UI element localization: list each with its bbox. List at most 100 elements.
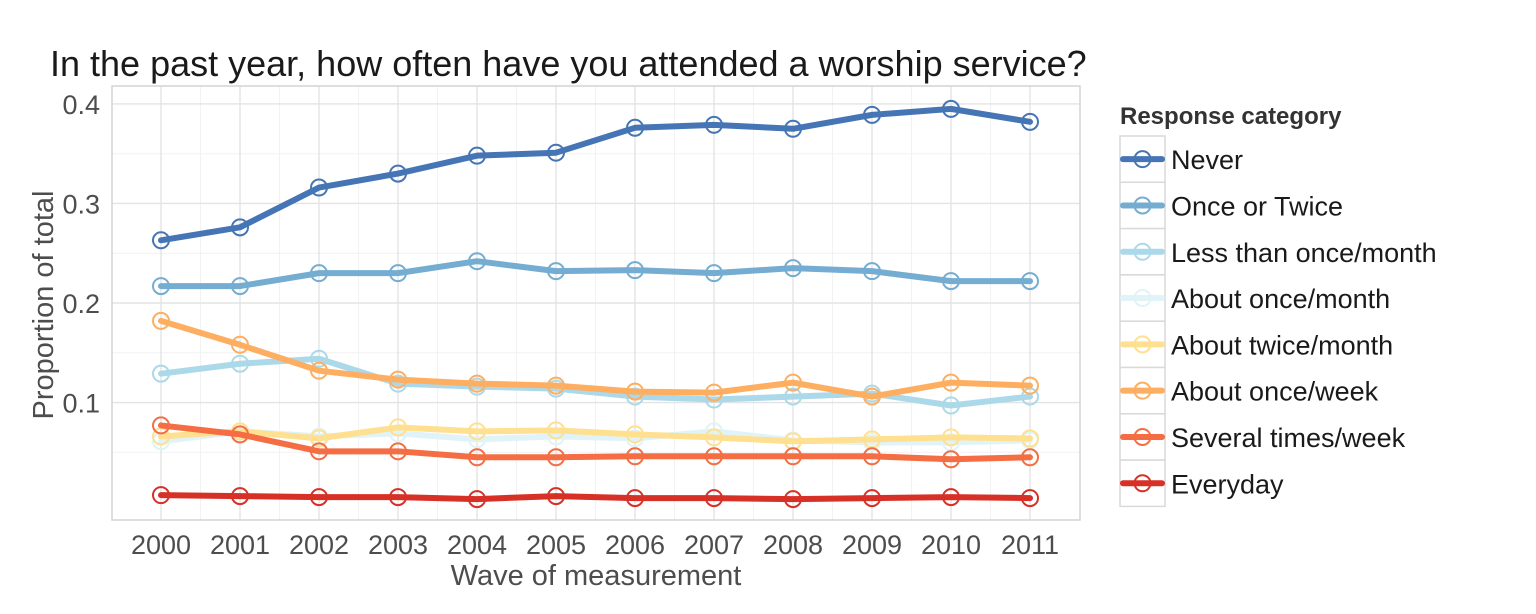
- data-point: [547, 262, 565, 281]
- data-point: [152, 364, 170, 383]
- data-point: [231, 487, 249, 506]
- data-point: [784, 447, 802, 466]
- data-point: [468, 374, 486, 393]
- y-axis-title: Proportion of total: [28, 191, 60, 420]
- x-tick-label: 2009: [842, 530, 902, 560]
- data-point: [389, 488, 407, 507]
- data-point: [863, 387, 881, 406]
- legend-title: Response category: [1120, 103, 1342, 130]
- legend-key-marker: [1133, 289, 1152, 308]
- data-point: [784, 373, 802, 392]
- data-point: [784, 432, 802, 451]
- legend-items: Never Once or Twice Less than once/month Ab…: [1119, 135, 1437, 508]
- legend: Response category Never Once or Twice Less…: [1119, 103, 1437, 508]
- legend-item: Once or Twice: [1119, 181, 1343, 230]
- data-point: [705, 428, 723, 447]
- data-point: [389, 370, 407, 389]
- y-tick-label: 0.3: [62, 189, 100, 219]
- x-tick-label: 2005: [526, 530, 586, 560]
- legend-item: About once/week: [1119, 366, 1379, 415]
- data-point: [310, 361, 328, 380]
- data-point: [1021, 429, 1039, 448]
- legend-item: Everyday: [1119, 459, 1284, 508]
- series-several-times-week: [152, 416, 1039, 469]
- legend-key-marker: [1133, 150, 1152, 169]
- data-point: [231, 335, 249, 354]
- data-point: [389, 264, 407, 283]
- data-point: [863, 447, 881, 466]
- data-point: [942, 99, 960, 118]
- data-point: [705, 115, 723, 134]
- data-point: [152, 486, 170, 505]
- data-point: [389, 442, 407, 461]
- data-point: [626, 425, 644, 444]
- data-point: [626, 387, 644, 406]
- data-point: [547, 448, 565, 467]
- data-point: [626, 489, 644, 508]
- y-tick-label: 0.2: [62, 289, 100, 319]
- data-point: [1021, 489, 1039, 508]
- x-axis: 2000 2001 2002 2003 2004 2005 2006 2007 2008 2009…: [131, 530, 1059, 560]
- data-point: [626, 382, 644, 401]
- y-tick-label: 0.4: [62, 90, 100, 120]
- data-point: [705, 264, 723, 283]
- series-once-or-twice: [152, 252, 1039, 296]
- data-point: [468, 422, 486, 441]
- series-about-once-week: [152, 311, 1039, 406]
- data-point: [468, 146, 486, 165]
- x-tick-label: 2003: [368, 530, 428, 560]
- x-tick-label: 2007: [684, 530, 744, 560]
- data-point: [942, 272, 960, 291]
- x-axis-title: Wave of measurement: [451, 560, 742, 592]
- data-point: [389, 164, 407, 183]
- data-point: [231, 277, 249, 296]
- data-point: [152, 231, 170, 250]
- x-tick-label: 2006: [605, 530, 665, 560]
- data-point: [1021, 376, 1039, 395]
- x-tick-label: 2011: [1001, 530, 1059, 560]
- legend-label: Never: [1171, 145, 1243, 175]
- data-point: [863, 262, 881, 281]
- data-point: [547, 143, 565, 162]
- data-point: [1021, 272, 1039, 291]
- data-point: [152, 277, 170, 296]
- series-everyday: [152, 486, 1039, 509]
- series-layer: [152, 99, 1039, 509]
- x-tick-label: 2001: [210, 530, 270, 560]
- legend-key-marker: [1133, 196, 1152, 215]
- series-line: [158, 105, 1033, 244]
- data-point: [310, 349, 328, 368]
- data-point: [231, 354, 249, 373]
- legend-key-marker: [1133, 381, 1152, 400]
- data-point: [705, 447, 723, 466]
- legend-label: Everyday: [1171, 469, 1284, 499]
- series-never: [152, 99, 1039, 250]
- legend-item: Never: [1119, 135, 1243, 184]
- legend-label: About once/week: [1171, 377, 1379, 407]
- data-point: [942, 428, 960, 447]
- legend-label: Once or Twice: [1171, 191, 1343, 221]
- series-line: [158, 422, 1033, 463]
- legend-key-marker: [1133, 242, 1152, 261]
- data-point: [626, 261, 644, 280]
- x-tick-label: 2010: [921, 530, 981, 560]
- data-point: [863, 105, 881, 124]
- plot-border: [111, 85, 1081, 521]
- data-point: [784, 119, 802, 138]
- chart-title: In the past year, how often have you att…: [50, 43, 1087, 84]
- data-point: [152, 311, 170, 330]
- legend-key-marker: [1133, 474, 1152, 493]
- data-point: [468, 490, 486, 509]
- legend-label: About once/month: [1171, 284, 1390, 314]
- x-tick-label: 2000: [131, 530, 191, 560]
- data-point: [231, 425, 249, 444]
- data-point: [705, 383, 723, 402]
- x-tick-label: 2002: [289, 530, 349, 560]
- legend-key-marker: [1133, 335, 1152, 354]
- data-point: [468, 448, 486, 467]
- legend-label: Several times/week: [1171, 423, 1406, 453]
- legend-item: Several times/week: [1119, 413, 1406, 461]
- data-point: [784, 259, 802, 278]
- data-point: [784, 490, 802, 509]
